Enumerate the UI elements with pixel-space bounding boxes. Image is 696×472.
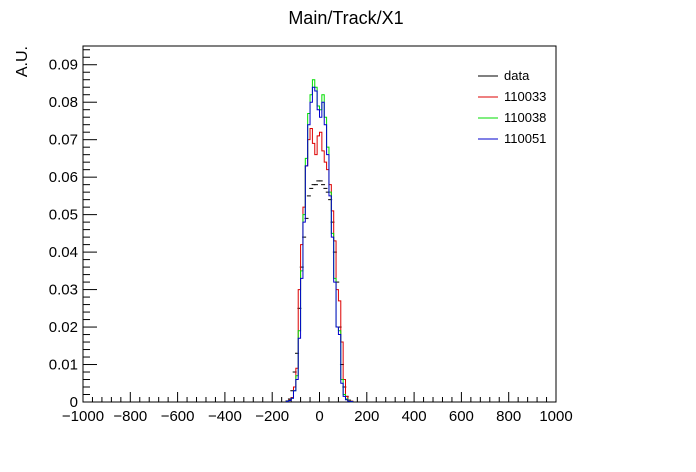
legend: data 110033 110038 110051 <box>478 68 546 146</box>
x-tick-label: −800 <box>113 408 147 425</box>
series-line-110051 <box>285 86 354 403</box>
legend-label: 110033 <box>504 89 546 104</box>
legend-label: 110038 <box>504 110 546 125</box>
x-tick-label: 200 <box>354 408 379 425</box>
chart-title: Main/Track/X1 <box>288 8 403 28</box>
histogram-series <box>285 79 354 403</box>
x-axis: −1000 −800 −600 −400 −200 0 200 400 600 800 1000 <box>62 392 573 425</box>
plot-frame <box>82 45 557 403</box>
x-tick-label: −200 <box>255 408 289 425</box>
y-tick-label: 0.02 <box>49 319 78 336</box>
y-axis: 0 0.01 0.02 0.03 0.04 0.05 0.06 0.07 0.08 0.09 <box>49 49 97 411</box>
y-tick-label: 0.09 <box>49 57 78 74</box>
x-tick-label: −400 <box>208 408 242 425</box>
legend-item: 110033 <box>478 89 546 104</box>
x-tick-label: 0 <box>315 408 323 425</box>
series-line-110033 <box>285 127 354 402</box>
y-tick-label: 0.07 <box>49 132 78 149</box>
y-tick-label: 0 <box>70 394 78 411</box>
x-tick-label: −600 <box>161 408 195 425</box>
y-tick-label: 0.04 <box>49 244 78 261</box>
legend-label: data <box>504 68 530 83</box>
y-tick-label: 0.06 <box>49 169 78 186</box>
x-tick-label: 400 <box>402 408 427 425</box>
legend-label: 110051 <box>504 131 546 146</box>
series-line-110038 <box>285 79 354 403</box>
x-tick-label: 600 <box>449 408 474 425</box>
series-110051 <box>285 86 354 403</box>
y-tick-label: 0.01 <box>49 357 78 374</box>
legend-item: data <box>478 68 530 83</box>
series-110038 <box>285 79 354 403</box>
x-tick-label: 1000 <box>539 408 572 425</box>
x-tick-label: 800 <box>496 408 521 425</box>
y-tick-label: 0.08 <box>49 94 78 111</box>
series-110033 <box>285 127 354 402</box>
legend-item: 110038 <box>478 110 546 125</box>
x-tick-label: −1000 <box>62 408 104 425</box>
legend-item: 110051 <box>478 131 546 146</box>
y-tick-label: 0.03 <box>49 282 78 299</box>
y-tick-label: 0.05 <box>49 207 78 224</box>
y-axis-label: A.U. <box>14 46 31 77</box>
